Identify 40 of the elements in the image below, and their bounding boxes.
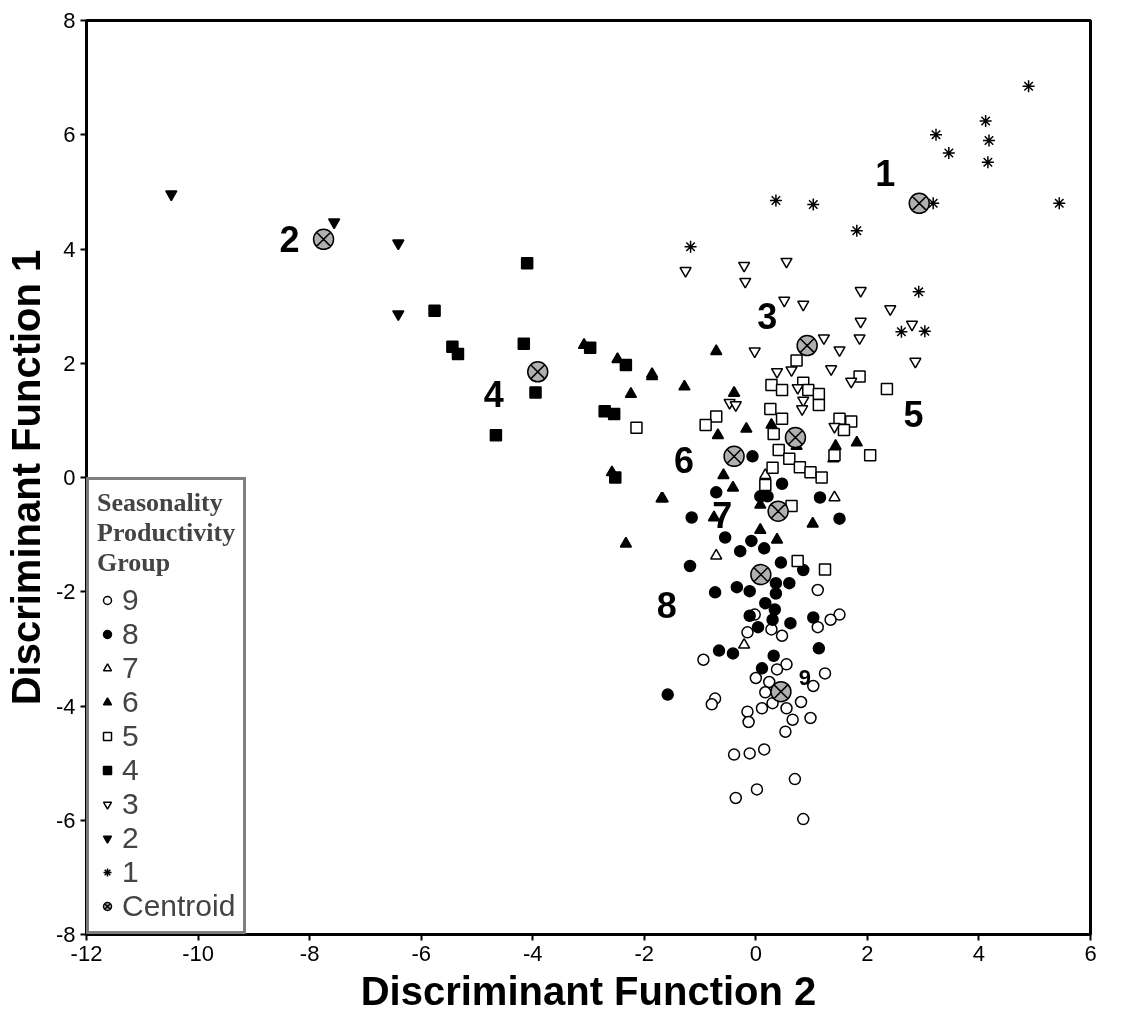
legend-label: 4 xyxy=(122,753,140,787)
legend-title: Seasonality Productivity Group xyxy=(97,488,236,578)
annotation: 2 xyxy=(279,219,300,261)
x-tick-label: -2 xyxy=(634,940,655,966)
y-tick-label: -8 xyxy=(55,922,76,947)
x-tick-label: -4 xyxy=(522,940,543,966)
legend-label: 2 xyxy=(122,821,140,855)
annotation: 8 xyxy=(656,584,677,626)
annotation: 4 xyxy=(483,373,504,415)
x-axis-title: Discriminant Function 2 xyxy=(360,968,817,1013)
annotation: 1 xyxy=(875,153,896,195)
annotation: 7 xyxy=(712,495,733,537)
annotation: 6 xyxy=(674,440,695,482)
x-tick-label: -6 xyxy=(411,940,431,966)
y-tick-label: 4 xyxy=(63,236,76,262)
x-tick-label: 4 xyxy=(972,940,986,966)
annotation: 9 xyxy=(798,665,812,691)
annotation: 5 xyxy=(903,393,924,435)
x-tick-label: -8 xyxy=(299,940,320,966)
y-tick-label: 8 xyxy=(63,8,76,33)
legend-label: 8 xyxy=(122,617,140,651)
y-tick-label: -2 xyxy=(55,579,76,605)
x-tick-label: 0 xyxy=(749,940,762,966)
legend-label: 1 xyxy=(122,855,140,889)
y-tick-label: -6 xyxy=(55,807,76,833)
legend-label: 9 xyxy=(122,583,140,617)
y-tick-label: 2 xyxy=(63,350,76,376)
y-axis-title: Discriminant Function 1 xyxy=(3,249,48,706)
x-tick-label: 6 xyxy=(1084,940,1097,966)
x-tick-label: -10 xyxy=(182,940,214,966)
legend-label: 7 xyxy=(122,651,140,685)
legend-label: 6 xyxy=(122,685,140,719)
y-tick-label: -4 xyxy=(55,693,76,719)
legend-label: 5 xyxy=(122,719,140,753)
x-tick-label: 2 xyxy=(861,940,874,966)
y-tick-label: 0 xyxy=(63,465,76,490)
legend-label: 3 xyxy=(122,787,140,821)
annotation: 3 xyxy=(757,295,778,337)
y-tick-label: 6 xyxy=(63,122,76,148)
legend-label: Centroid xyxy=(122,889,236,923)
